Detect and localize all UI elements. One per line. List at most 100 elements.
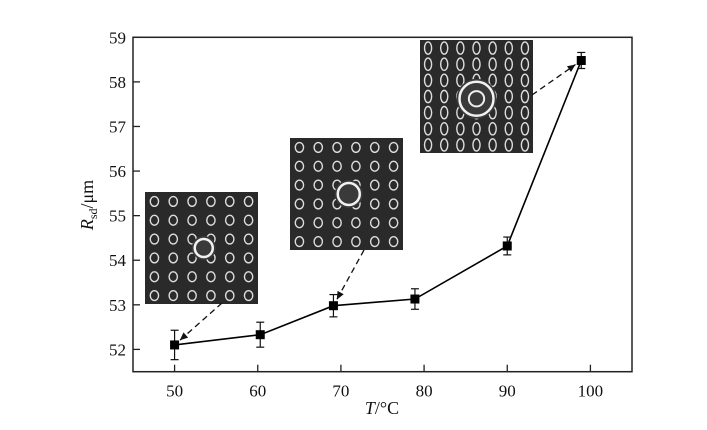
- ring-pattern: [504, 105, 514, 120]
- x-tick-label: 90: [499, 382, 516, 401]
- ring-pattern: [351, 217, 361, 229]
- ring-pattern: [472, 57, 481, 72]
- x-tick-label: 80: [416, 382, 433, 401]
- ring-pattern: [456, 57, 465, 72]
- inset-micrograph: [420, 40, 533, 153]
- axis-ticks: 50 60 70 80 90 100 52 53 54 55 56 57 58 59: [109, 28, 603, 400]
- ring-pattern: [224, 195, 235, 208]
- data-point: [410, 294, 420, 304]
- ring-pattern: [168, 195, 179, 208]
- ring-pattern: [187, 195, 197, 208]
- ring-pattern: [388, 235, 399, 248]
- ring-pattern: [149, 233, 160, 245]
- x-tick-label: 100: [578, 382, 604, 401]
- ring-pattern: [168, 289, 179, 302]
- ring-pattern: [168, 252, 179, 264]
- ring-pattern: [423, 73, 433, 88]
- x-tick-label: 50: [166, 382, 183, 401]
- ring-pattern: [520, 138, 530, 152]
- data-point: [170, 340, 180, 350]
- ring-pattern: [488, 41, 497, 55]
- ring-pattern: [313, 235, 324, 248]
- data-point: [255, 330, 265, 340]
- ring-pattern: [456, 138, 465, 152]
- ring-pattern: [439, 41, 449, 55]
- ring-pattern: [504, 57, 514, 72]
- ring-pattern: [439, 138, 449, 152]
- ring-pattern: [456, 73, 465, 88]
- central-ring: [193, 237, 215, 259]
- ring-pattern: [504, 121, 514, 136]
- ring-pattern: [149, 289, 160, 302]
- ring-pattern: [423, 105, 433, 120]
- ring-pattern: [332, 217, 342, 229]
- ring-pattern: [243, 271, 254, 283]
- ring-pattern: [504, 138, 514, 152]
- ring-pattern: [504, 89, 514, 104]
- ring-pattern: [187, 271, 197, 283]
- ring-pattern: [369, 217, 380, 229]
- ring-pattern: [456, 121, 465, 136]
- y-tick-label: 57: [109, 117, 127, 136]
- ring-pattern: [369, 160, 380, 172]
- inset-micrograph: [290, 138, 403, 250]
- ring-pattern: [187, 289, 197, 302]
- ring-pattern: [313, 141, 324, 154]
- y-tick-label: 53: [109, 296, 126, 315]
- ring-pattern: [168, 214, 179, 226]
- ring-pattern: [439, 73, 449, 88]
- ring-pattern: [423, 89, 433, 104]
- ring-pattern: [488, 73, 497, 88]
- dashed-arrow: [531, 63, 576, 96]
- ring-pattern: [149, 252, 160, 264]
- ring-pattern: [149, 214, 160, 226]
- ring-pattern: [187, 214, 197, 226]
- ring-pattern: [332, 141, 342, 154]
- ring-pattern: [313, 198, 324, 210]
- ring-pattern: [294, 198, 305, 210]
- ring-pattern: [388, 179, 399, 191]
- ring-pattern: [149, 271, 160, 283]
- y-tick-label: 58: [109, 73, 126, 92]
- ring-pattern: [224, 289, 235, 302]
- y-tick-label: 52: [109, 340, 126, 359]
- ring-pattern: [488, 121, 497, 136]
- ring-pattern: [369, 198, 380, 210]
- ring-pattern: [206, 214, 216, 226]
- ring-pattern: [206, 195, 216, 208]
- ring-pattern: [423, 138, 433, 152]
- y-tick-label: 55: [109, 207, 126, 226]
- ring-pattern: [388, 160, 399, 172]
- ring-pattern: [224, 252, 235, 264]
- ring-pattern: [206, 271, 216, 283]
- ring-pattern: [224, 271, 235, 283]
- ring-pattern: [224, 214, 235, 226]
- arrow-head: [336, 290, 344, 300]
- ring-pattern: [472, 41, 481, 55]
- y-axis-label: Rsd/μm: [77, 180, 100, 231]
- ring-pattern: [520, 121, 530, 136]
- ring-pattern: [332, 235, 342, 248]
- ring-pattern: [520, 89, 530, 104]
- x-tick-label: 60: [249, 382, 266, 401]
- ring-pattern: [423, 57, 433, 72]
- inset-micrograph: [145, 192, 258, 304]
- dashed-arrow: [179, 302, 223, 341]
- ring-pattern: [332, 160, 342, 172]
- ring-pattern: [369, 179, 380, 191]
- plot-frame: [132, 36, 633, 373]
- central-ring-inner: [467, 90, 486, 108]
- ring-pattern: [388, 198, 399, 210]
- ring-pattern: [243, 195, 254, 208]
- ring-pattern: [294, 160, 305, 172]
- ring-pattern: [168, 271, 179, 283]
- ring-pattern: [439, 105, 449, 120]
- ring-pattern: [439, 57, 449, 72]
- arrow-head: [566, 64, 576, 72]
- ring-pattern: [488, 57, 497, 72]
- ring-pattern: [294, 217, 305, 229]
- x-axis-label: T/°C: [365, 398, 399, 418]
- ring-pattern: [168, 233, 179, 245]
- arrow-head: [179, 332, 189, 341]
